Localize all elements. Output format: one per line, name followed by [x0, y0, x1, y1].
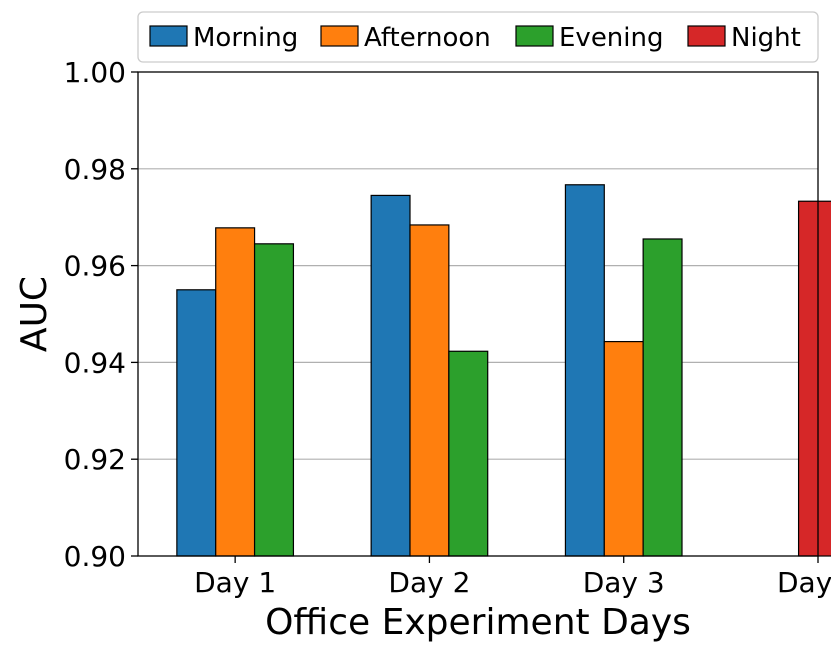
plot-frame: [137, 71, 819, 557]
legend-label: Morning: [193, 23, 298, 53]
y-axis-label: AUC: [14, 276, 55, 352]
bar-afternoon-day-3: [603, 340, 644, 557]
y-tick-label: 1.00: [64, 56, 126, 89]
legend-swatch: [687, 25, 726, 47]
y-axis: 0.90 0.92 0.94 0.96 0.98 1.00: [64, 56, 138, 573]
bar-morning-day-2: [370, 194, 411, 557]
x-axis: Day 1 Day 2 Day 3 Day 4: [194, 556, 831, 599]
y-tick-label: 0.92: [64, 443, 126, 476]
y-tick-label: 0.96: [64, 250, 126, 283]
x-tick-label: Day 3: [583, 566, 665, 599]
legend-swatch: [515, 25, 554, 47]
bars: [176, 184, 831, 557]
bar-night-day-4: [797, 200, 831, 557]
bar-evening-day-2: [448, 350, 489, 557]
legend-swatch: [149, 25, 188, 47]
y-tick-label: 0.98: [64, 153, 126, 186]
legend-label: Evening: [559, 23, 664, 53]
bar-afternoon-day-1: [215, 227, 256, 557]
bar-morning-day-3: [564, 184, 605, 557]
y-tick-label: 0.94: [64, 346, 126, 379]
bar-afternoon-day-2: [409, 224, 450, 557]
legend-label: Night: [731, 23, 801, 53]
x-axis-label: Office Experiment Days: [265, 602, 691, 643]
bar-evening-day-3: [642, 238, 683, 557]
bar-evening-day-1: [253, 243, 295, 557]
bar-morning-day-1: [176, 289, 217, 557]
x-tick-label: Day 2: [388, 566, 470, 599]
y-tick-label: 0.90: [64, 540, 126, 573]
x-tick-label: Day 1: [194, 566, 276, 599]
legend-swatch: [320, 25, 359, 47]
legend-label: Afternoon: [364, 23, 491, 53]
x-tick-label: Day 4: [777, 566, 831, 599]
legend-frame: [137, 11, 819, 63]
legend: Morning Afternoon Evening Night: [137, 11, 819, 63]
